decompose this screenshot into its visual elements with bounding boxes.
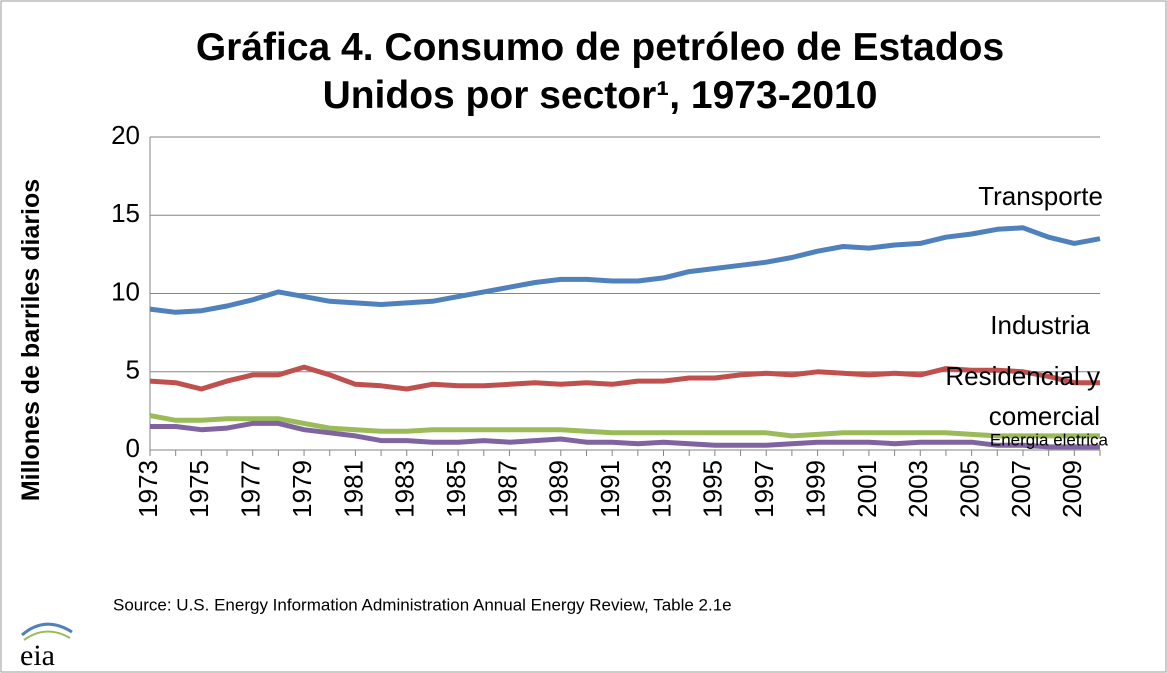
y-tick-label: 0 <box>126 433 140 463</box>
x-tick-label: 1999 <box>800 460 830 518</box>
x-tick-label: 1973 <box>133 460 163 518</box>
x-tick-label: 1979 <box>287 460 317 518</box>
x-tick-label: 1985 <box>441 460 471 518</box>
series-line <box>149 225 1101 315</box>
y-axis-label: Millones de barriles diarios <box>17 179 45 501</box>
x-tick-label: 1981 <box>338 460 368 518</box>
x-tick-label: 1993 <box>646 460 676 518</box>
series-label: Transporte <box>978 181 1103 211</box>
x-tick-label: 1995 <box>698 460 728 518</box>
x-tick-label: 1977 <box>236 460 266 518</box>
logo: eia <box>20 639 55 672</box>
x-tick-label: 2009 <box>1057 460 1087 518</box>
x-tick-label: 1989 <box>544 460 574 518</box>
x-tick-label: 1983 <box>390 460 420 518</box>
y-tick-label: 15 <box>111 198 140 228</box>
x-tick-label: 1975 <box>184 460 214 518</box>
y-tick-label: 10 <box>111 276 140 306</box>
x-tick-label: 2007 <box>1006 460 1036 518</box>
x-tick-label: 1987 <box>492 460 522 518</box>
x-tick-label: 2005 <box>954 460 984 518</box>
y-tick-label: 5 <box>126 355 140 385</box>
series-label: Industria <box>990 310 1090 340</box>
x-tick-label: 1997 <box>749 460 779 518</box>
x-tick-label: 2001 <box>852 460 882 518</box>
series-line <box>149 413 1100 439</box>
chart-title: Gráfica 4. Consumo de petróleo de Estado… <box>196 26 1004 117</box>
x-tick-label: 1991 <box>595 460 625 518</box>
logo-arc <box>21 622 73 637</box>
series-label: Energia eletrica <box>990 430 1109 449</box>
y-tick-label: 20 <box>111 120 140 150</box>
logo-arc <box>23 630 71 641</box>
x-tick-label: 2003 <box>903 460 933 518</box>
series-line <box>149 364 1100 392</box>
series-line <box>150 420 1100 450</box>
series-label: Residencial y comercial <box>945 361 1100 431</box>
source-note: Source: U.S. Energy Information Administ… <box>113 595 732 614</box>
